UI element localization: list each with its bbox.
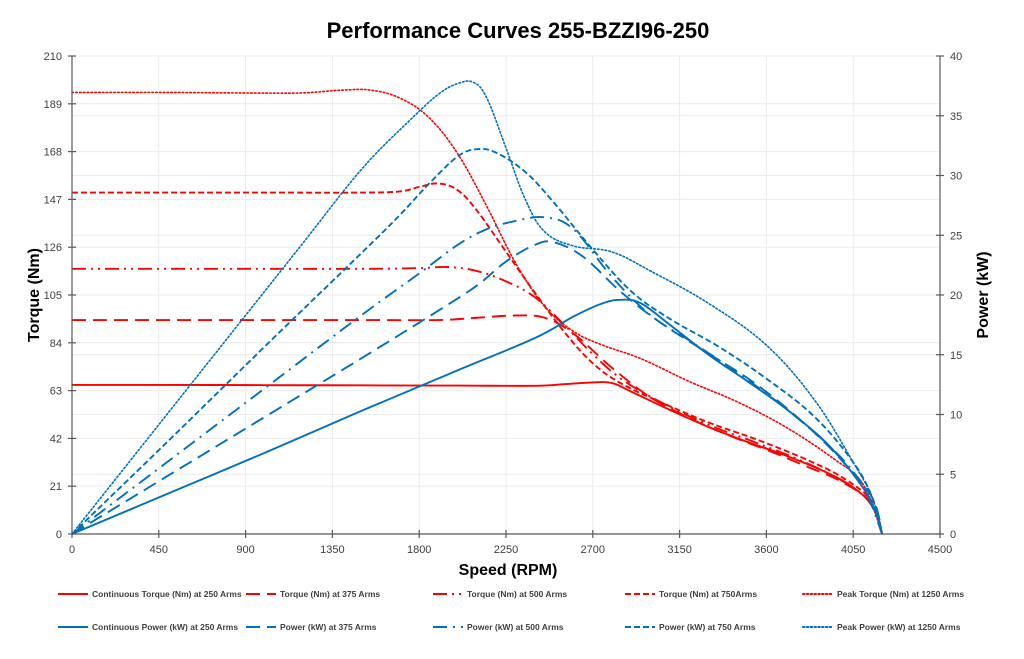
x-axis-title: Speed (RPM) bbox=[459, 562, 558, 579]
legend-item: Power (kW) at 750 Arms bbox=[625, 622, 756, 632]
series-line-torque-1 bbox=[71, 314, 884, 535]
x-tick-label: 2700 bbox=[581, 544, 605, 556]
y2-tick-label: 30 bbox=[950, 171, 962, 183]
series-layer bbox=[71, 80, 884, 535]
legend-item: Power (kW) at 375 Arms bbox=[246, 622, 377, 632]
y2-tick-label: 15 bbox=[950, 350, 962, 362]
y-tick-label: 126 bbox=[44, 242, 62, 254]
series-line-power-6 bbox=[71, 240, 884, 535]
legend-label: Torque (Nm) at 500 Arms bbox=[467, 589, 567, 599]
legend-item: Peak Power (kW) at 1250 Arms bbox=[802, 622, 961, 632]
x-tick-label: 3600 bbox=[754, 544, 778, 556]
gridlines bbox=[72, 55, 940, 534]
legend-item: Continuous Torque (Nm) at 250 Arms bbox=[58, 589, 242, 599]
series-line-power-8 bbox=[71, 147, 884, 535]
y2-tick-label: 0 bbox=[950, 529, 956, 541]
y2-tick-label: 20 bbox=[950, 290, 962, 302]
y2-tick-label: 25 bbox=[950, 230, 962, 242]
x-tick-label: 2250 bbox=[494, 544, 518, 556]
y-tick-label: 168 bbox=[44, 147, 62, 159]
y2-tick-label: 35 bbox=[950, 111, 962, 123]
legend-item: Continuous Power (kW) at 250 Arms bbox=[58, 622, 238, 632]
x-tick-label: 1350 bbox=[320, 544, 344, 556]
x-tick-label: 4500 bbox=[928, 544, 952, 556]
y-tick-label: 210 bbox=[44, 51, 62, 63]
y-tick-label: 42 bbox=[50, 433, 62, 445]
chart-title: Performance Curves 255-BZZI96-250 bbox=[327, 18, 710, 43]
legend-label: Peak Torque (Nm) at 1250 Arms bbox=[837, 589, 964, 599]
y2-tick-label: 40 bbox=[950, 51, 962, 63]
legend-label: Power (kW) at 500 Arms bbox=[467, 622, 564, 632]
legend-label: Continuous Torque (Nm) at 250 Arms bbox=[92, 589, 242, 599]
y2-tick-label: 10 bbox=[950, 410, 962, 422]
legend-item: Torque (Nm) at 500 Arms bbox=[433, 589, 567, 599]
y2-axis-title: Power (kW) bbox=[975, 251, 992, 338]
series-line-torque-3 bbox=[71, 182, 884, 535]
series-line-torque-4 bbox=[71, 88, 883, 535]
legend-label: Torque (Nm) at 750Arms bbox=[659, 589, 757, 599]
legend-label: Peak Power (kW) at 1250 Arms bbox=[837, 622, 961, 632]
legend-label: Torque (Nm) at 375 Arms bbox=[280, 589, 380, 599]
x-tick-label: 3150 bbox=[667, 544, 691, 556]
series-line-power-5 bbox=[71, 298, 884, 535]
legend-label: Continuous Power (kW) at 250 Arms bbox=[92, 622, 238, 632]
y-tick-label: 63 bbox=[50, 386, 62, 398]
legend-item: Peak Torque (Nm) at 1250 Arms bbox=[802, 589, 964, 599]
axes bbox=[68, 55, 944, 538]
legend-item: Power (kW) at 500 Arms bbox=[433, 622, 564, 632]
series-line-torque-0 bbox=[71, 381, 884, 535]
legend-label: Power (kW) at 375 Arms bbox=[280, 622, 377, 632]
legend-item: Torque (Nm) at 750Arms bbox=[625, 589, 757, 599]
legend-item: Torque (Nm) at 375 Arms bbox=[246, 589, 380, 599]
series-line-power-9 bbox=[71, 80, 883, 535]
y-tick-label: 147 bbox=[44, 194, 62, 206]
x-tick-label: 4050 bbox=[841, 544, 865, 556]
y2-tick-label: 5 bbox=[950, 469, 956, 481]
y-tick-label: 0 bbox=[56, 529, 62, 541]
tick-labels: 0 450 900 1350 1800 2250 2700 3150 3600 4050 45000… bbox=[44, 51, 963, 556]
x-tick-label: 0 bbox=[69, 544, 75, 556]
x-tick-label: 1800 bbox=[407, 544, 431, 556]
series-line-torque-2 bbox=[71, 265, 884, 535]
y-tick-label: 84 bbox=[50, 338, 62, 350]
legend: Continuous Torque (Nm) at 250 Arms Torque… bbox=[58, 589, 964, 632]
x-tick-label: 450 bbox=[150, 544, 168, 556]
y-tick-label: 105 bbox=[44, 290, 62, 302]
x-tick-label: 900 bbox=[236, 544, 254, 556]
y-tick-label: 21 bbox=[50, 481, 62, 493]
y-tick-label: 189 bbox=[44, 99, 62, 111]
y-axis-title: Torque (Nm) bbox=[26, 248, 43, 342]
legend-label: Power (kW) at 750 Arms bbox=[659, 622, 756, 632]
